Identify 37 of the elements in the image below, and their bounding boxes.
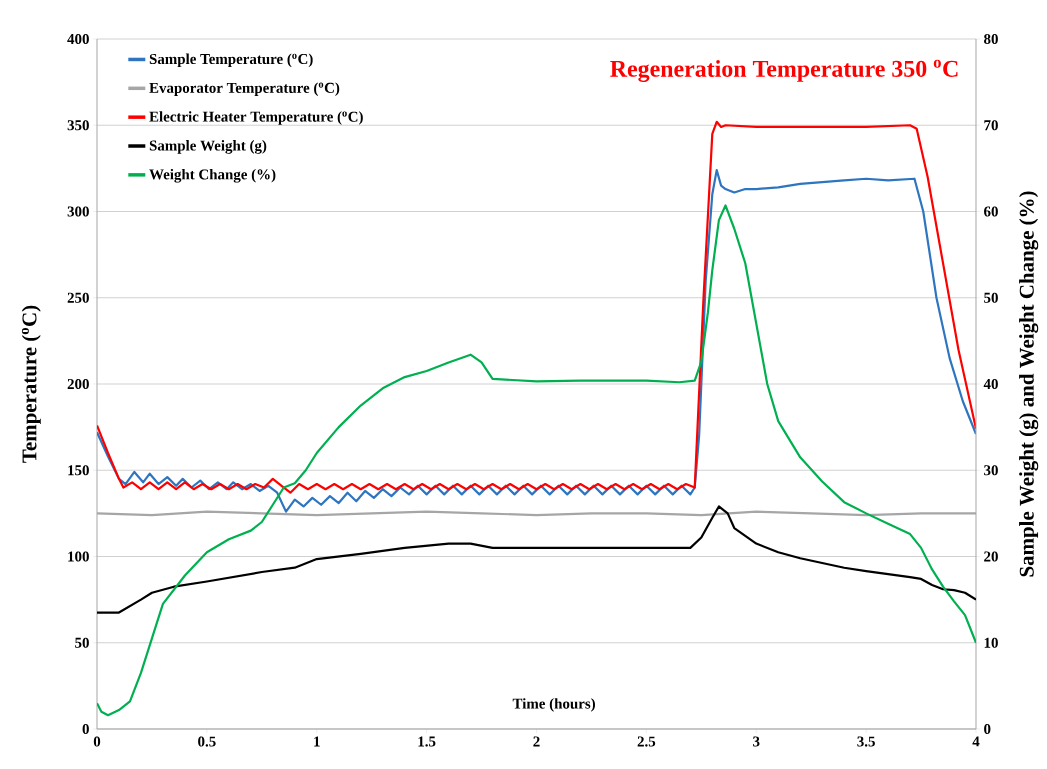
x-tick-label: 3.5	[857, 736, 875, 747]
x-axis-title: Time (hours)	[512, 698, 595, 712]
annotation: Regeneration Temperature 350 $^{o}$C	[610, 59, 958, 82]
legend-label: Sample Weight (g)	[149, 140, 267, 154]
x-tick-label: 1	[314, 736, 320, 747]
y-tick-label: 150	[68, 465, 89, 476]
legend-label: Sample Temperature ($^{o}$C)	[149, 53, 313, 68]
y2-tick-label: 10	[984, 637, 998, 648]
x-tick-label: 1.5	[418, 736, 436, 747]
y-tick-label: 250	[67, 292, 89, 303]
y-tick-label: 100	[68, 551, 89, 562]
y2-tick-label: 20	[984, 551, 998, 562]
y-tick-label: 350	[67, 120, 89, 131]
y-axis-title: Temperature ($^{o}$C)	[21, 305, 41, 463]
x-tick-label: 0	[93, 736, 101, 747]
y-tick-label: 50	[75, 637, 89, 648]
y2-tick-label: 40	[983, 378, 998, 390]
y2-tick-label: 50	[984, 292, 998, 303]
x-tick-label: 3	[753, 736, 760, 747]
y-tick-label: 300	[67, 206, 89, 217]
y2-tick-label: 70	[984, 120, 998, 131]
x-tick-label: 2.5	[637, 736, 656, 747]
legend-label: Evaporator Temperature ($^{o}$C)	[149, 82, 340, 96]
y2-tick-label: 30	[984, 465, 998, 476]
x-tick-label: 0.5	[198, 736, 216, 747]
x-tick-label: 2	[533, 736, 540, 747]
line-series	[97, 168, 977, 513]
y2-tick-label: 80	[984, 33, 998, 45]
y2-tick-label: 0	[984, 723, 991, 735]
x-tick-label: 4	[972, 736, 980, 747]
y-tick-label: 400	[67, 33, 89, 45]
y2-axis-title: Sample Weight (g) and Weight Change (%)	[1019, 191, 1039, 577]
legend-label: Electric Heater Temperature ($^{o}$C)	[149, 111, 363, 125]
y2-tick-label: 60	[984, 206, 998, 217]
legend-label: Weight Change (%)	[149, 168, 276, 183]
y-tick-label: 200	[67, 378, 89, 390]
y-tick-label: 0	[82, 723, 89, 735]
